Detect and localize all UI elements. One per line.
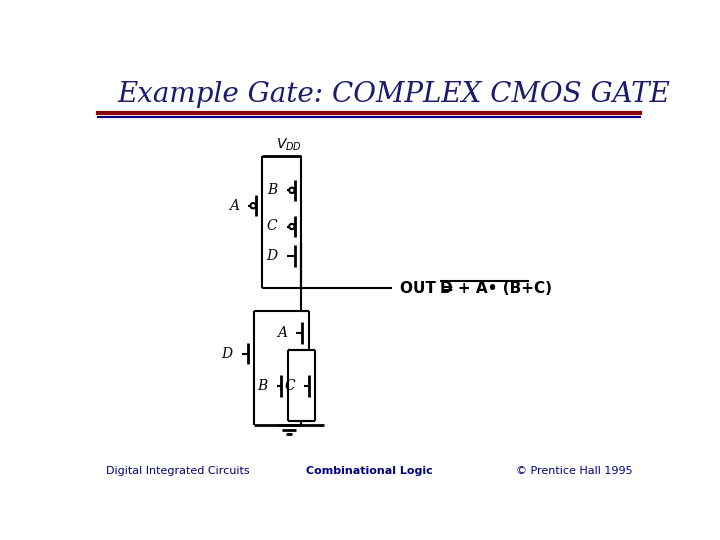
Text: C: C bbox=[284, 379, 294, 393]
Text: Digital Integrated Circuits: Digital Integrated Circuits bbox=[106, 467, 249, 476]
Text: D: D bbox=[266, 249, 277, 263]
Text: OUT =: OUT = bbox=[400, 281, 459, 295]
Text: Combinational Logic: Combinational Logic bbox=[305, 467, 433, 476]
Text: © Prentice Hall 1995: © Prentice Hall 1995 bbox=[516, 467, 632, 476]
Text: Example Gate: COMPLEX CMOS GATE: Example Gate: COMPLEX CMOS GATE bbox=[118, 80, 671, 107]
Text: B: B bbox=[267, 183, 277, 197]
Text: D + A• (B+C): D + A• (B+C) bbox=[441, 281, 552, 295]
Text: D: D bbox=[222, 347, 233, 361]
Text: B: B bbox=[257, 379, 267, 393]
Text: A: A bbox=[229, 199, 239, 213]
Text: A: A bbox=[277, 326, 287, 340]
Text: C: C bbox=[267, 219, 277, 233]
Text: $V_{DD}$: $V_{DD}$ bbox=[276, 137, 302, 153]
